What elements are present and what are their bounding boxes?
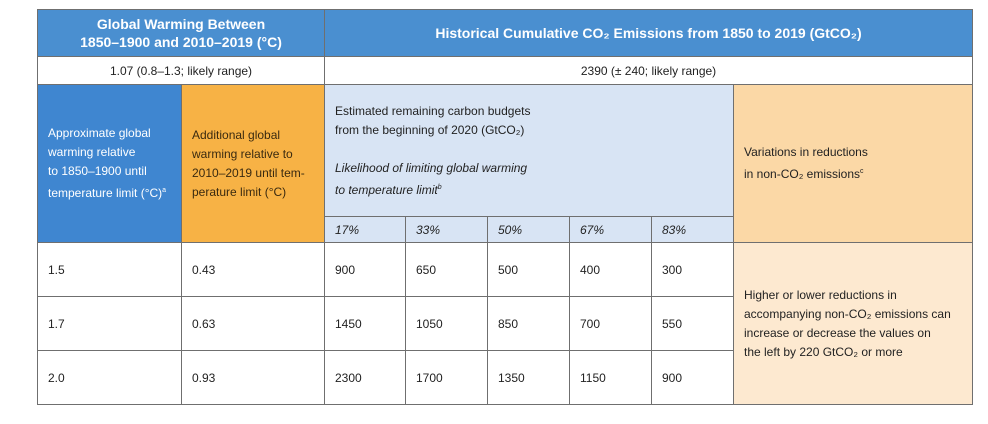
budget-line2: from the beginning of 2020 (GtCO₂) bbox=[335, 122, 525, 137]
carbon-budget-header: Estimated remaining carbon budgets from … bbox=[324, 84, 734, 217]
budget-value: 400 bbox=[569, 242, 652, 297]
approx-line3: to 1850–1900 until bbox=[48, 164, 147, 178]
percentile-50: 50% bbox=[487, 216, 570, 243]
approx-value: 1.7 bbox=[37, 296, 182, 351]
budget-value: 2300 bbox=[324, 350, 406, 405]
budget-value: 1050 bbox=[405, 296, 488, 351]
percentile-33: 33% bbox=[405, 216, 488, 243]
note-line3: increase or decrease the values on bbox=[744, 325, 931, 340]
budget-value: 1350 bbox=[487, 350, 570, 405]
approx-value: 2.0 bbox=[37, 350, 182, 405]
variations-line1: Variations in reductions bbox=[744, 145, 868, 159]
approx-line4: temperature limit (°C)a bbox=[48, 181, 181, 203]
additional-line4: perature limit (°C) bbox=[192, 184, 287, 199]
additional-line2: warming relative to bbox=[192, 146, 293, 161]
warming-header: Global Warming Between 1850–1900 and 201… bbox=[37, 9, 325, 57]
note-line2: accompanying non-CO₂ emissions can bbox=[744, 306, 951, 321]
additional-line3: 2010–2019 until tem- bbox=[192, 165, 305, 180]
additional-line1: Additional global bbox=[192, 127, 281, 142]
budget-value: 1450 bbox=[324, 296, 406, 351]
budget-line1: Estimated remaining carbon budgets bbox=[335, 103, 531, 118]
carbon-budget-table: Global Warming Between 1850–1900 and 201… bbox=[37, 9, 974, 405]
budget-value: 300 bbox=[651, 242, 734, 297]
percentile-67: 67% bbox=[569, 216, 652, 243]
additional-warming-header: Additional global warming relative to 20… bbox=[181, 84, 325, 243]
budget-value: 1150 bbox=[569, 350, 652, 405]
approx-line2: warming relative bbox=[48, 145, 136, 159]
warming-header-line2: 1850–1900 and 2010–2019 (°C) bbox=[80, 34, 282, 50]
budget-value: 850 bbox=[487, 296, 570, 351]
footnote-c: c bbox=[860, 168, 864, 175]
emissions-range: 2390 (± 240; likely range) bbox=[323, 56, 974, 85]
variations-header: Variations in reductions in non-CO₂ emis… bbox=[732, 84, 974, 243]
approx-warming-header: Approximate global warming relative to 1… bbox=[37, 84, 182, 243]
budget-value: 1700 bbox=[405, 350, 488, 405]
budget-value: 900 bbox=[324, 242, 406, 297]
table-row: 1.7 0.63 1450 1050 850 700 550 bbox=[37, 296, 973, 351]
footnote-a: a bbox=[162, 187, 167, 194]
note-line1: Higher or lower reductions in bbox=[744, 287, 897, 302]
warming-header-line1: Global Warming Between bbox=[96, 16, 266, 32]
table-row: 1.5 0.43 900 650 500 400 300 Higher or l… bbox=[37, 242, 974, 405]
percentile-17: 17% bbox=[324, 216, 406, 243]
approx-value: 1.5 bbox=[37, 242, 182, 297]
likelihood-line2: to temperature limitb bbox=[335, 178, 733, 200]
budget-value: 650 bbox=[405, 242, 488, 297]
additional-value: 0.43 bbox=[181, 242, 325, 297]
additional-value: 0.63 bbox=[181, 296, 325, 351]
likelihood-line1: Likelihood of limiting global warming bbox=[335, 160, 528, 175]
percentile-83: 83% bbox=[651, 216, 734, 243]
budget-value: 550 bbox=[651, 296, 734, 351]
approx-line4-text: temperature limit (°C) bbox=[48, 186, 163, 200]
emissions-header: Historical Cumulative CO₂ Emissions from… bbox=[323, 9, 974, 57]
variations-line2: in non-CO₂ emissionsc bbox=[744, 162, 972, 184]
variations-line2-text: in non-CO₂ emissions bbox=[744, 167, 861, 181]
likelihood-line2-text: to temperature limit bbox=[335, 182, 438, 197]
additional-value: 0.93 bbox=[181, 350, 325, 405]
footnote-b: b bbox=[437, 183, 442, 191]
budget-value: 700 bbox=[569, 296, 652, 351]
budget-value: 900 bbox=[651, 350, 734, 405]
note-line4: the left by 220 GtCO₂ or more bbox=[744, 344, 903, 359]
budget-value: 500 bbox=[487, 242, 570, 297]
warming-range: 1.07 (0.8–1.3; likely range) bbox=[37, 56, 325, 85]
approx-line1: Approximate global bbox=[48, 126, 151, 140]
table-row: 2.0 0.93 2300 1700 1350 1150 900 bbox=[37, 350, 973, 405]
variations-note: Higher or lower reductions in accompanyi… bbox=[732, 242, 974, 405]
